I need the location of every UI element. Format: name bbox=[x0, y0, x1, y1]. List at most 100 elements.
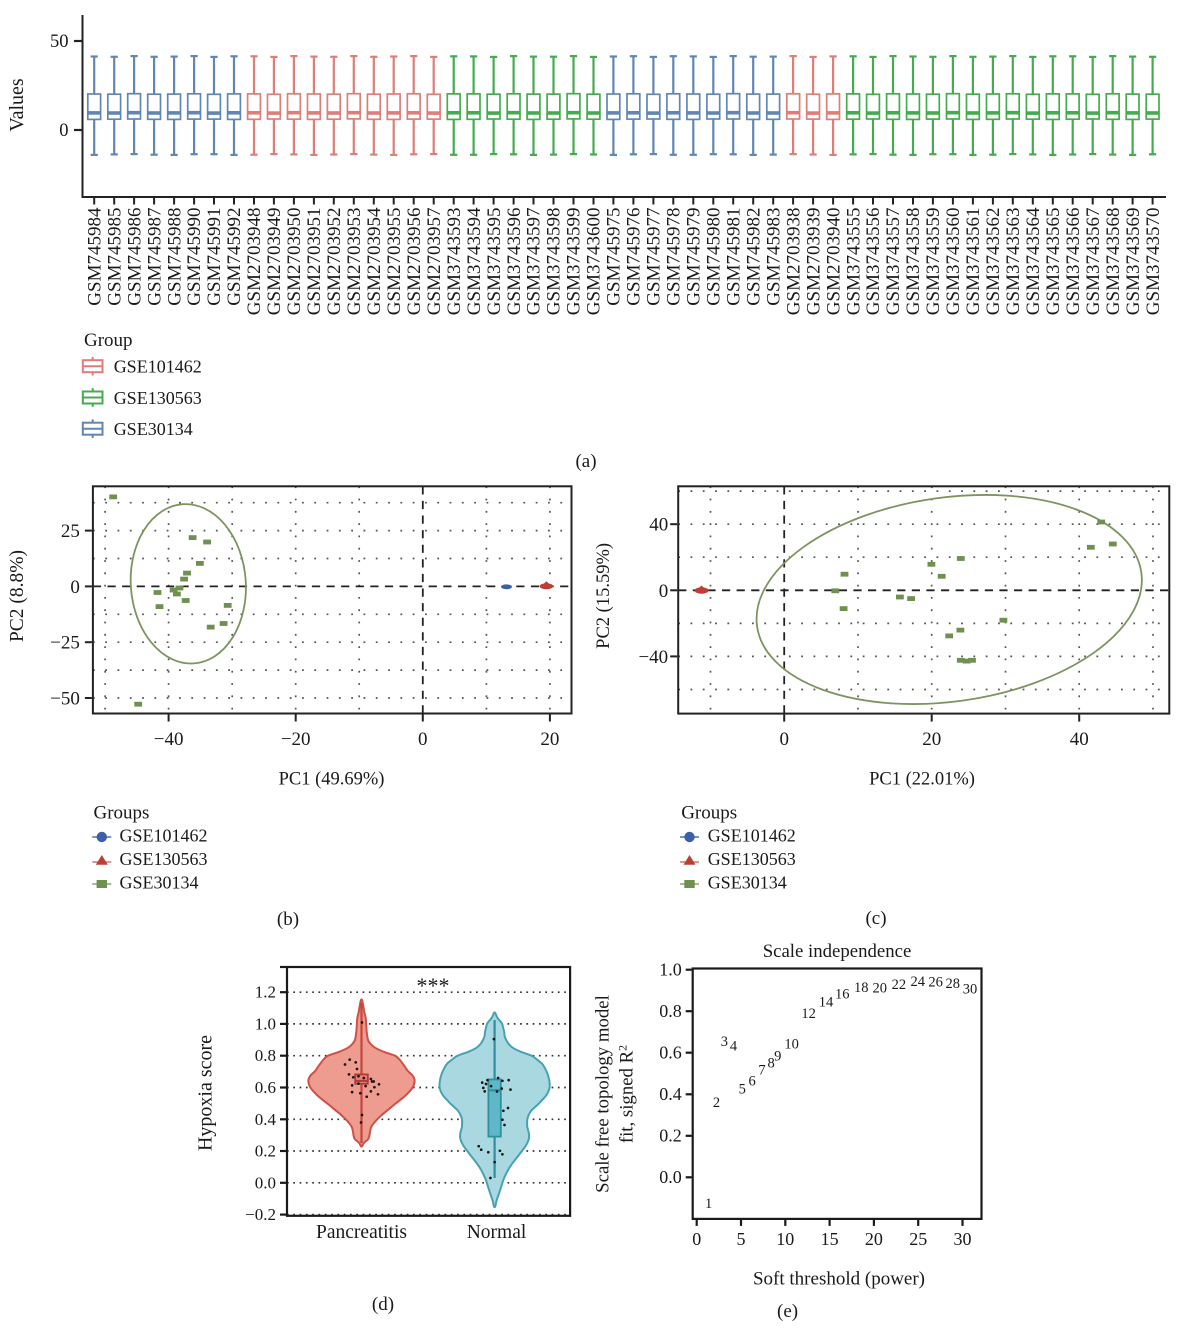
svg-text:PC1 (49.69%): PC1 (49.69%) bbox=[279, 770, 385, 790]
svg-text:GSM745980: GSM745980 bbox=[704, 208, 725, 306]
svg-text:0.2: 0.2 bbox=[659, 1126, 682, 1146]
svg-text:10: 10 bbox=[776, 1229, 794, 1249]
svg-text:26: 26 bbox=[928, 975, 943, 991]
svg-text:0.6: 0.6 bbox=[255, 1078, 276, 1097]
svg-text:30: 30 bbox=[963, 982, 978, 998]
svg-text:16: 16 bbox=[835, 986, 850, 1002]
svg-text:GSM3743570: GSM3743570 bbox=[1143, 208, 1164, 316]
svg-text:GSE130563: GSE130563 bbox=[120, 849, 208, 869]
svg-text:20: 20 bbox=[922, 729, 941, 750]
svg-text:0: 0 bbox=[692, 1229, 701, 1249]
svg-text:GSM3743555: GSM3743555 bbox=[843, 208, 864, 316]
svg-text:GSM3743569: GSM3743569 bbox=[1123, 208, 1144, 316]
svg-text:2: 2 bbox=[713, 1095, 720, 1111]
svg-text:0.8: 0.8 bbox=[659, 1001, 682, 1021]
svg-text:PC2 (15.59%): PC2 (15.59%) bbox=[594, 543, 614, 649]
svg-text:−40: −40 bbox=[638, 647, 668, 668]
svg-text:GSM3743598: GSM3743598 bbox=[544, 208, 565, 316]
svg-text:GSM2703951: GSM2703951 bbox=[304, 208, 325, 316]
svg-text:GSM3743559: GSM3743559 bbox=[923, 208, 944, 316]
svg-text:0.0: 0.0 bbox=[255, 1173, 276, 1192]
svg-text:0.4: 0.4 bbox=[255, 1110, 277, 1129]
svg-text:GSM2703939: GSM2703939 bbox=[803, 208, 824, 316]
svg-text:GSM3743556: GSM3743556 bbox=[863, 208, 884, 316]
svg-text:(a): (a) bbox=[575, 451, 596, 472]
svg-text:GSM745987: GSM745987 bbox=[144, 208, 165, 306]
svg-text:GSE101462: GSE101462 bbox=[708, 826, 796, 846]
svg-text:0.8: 0.8 bbox=[255, 1046, 276, 1065]
svg-text:Group: Group bbox=[84, 330, 133, 351]
svg-text:GSM745978: GSM745978 bbox=[664, 208, 685, 306]
svg-text:1.0: 1.0 bbox=[255, 1014, 276, 1033]
svg-text:GSM2703957: GSM2703957 bbox=[424, 208, 445, 316]
svg-text:14: 14 bbox=[819, 994, 834, 1010]
svg-text:GSM3743564: GSM3743564 bbox=[1023, 207, 1044, 315]
svg-text:1: 1 bbox=[705, 1196, 712, 1212]
svg-text:GSM3743560: GSM3743560 bbox=[943, 208, 964, 316]
svg-text:0.6: 0.6 bbox=[659, 1043, 682, 1063]
svg-text:GSM745975: GSM745975 bbox=[604, 208, 625, 306]
svg-text:10: 10 bbox=[784, 1037, 799, 1053]
svg-text:GSM745986: GSM745986 bbox=[124, 208, 145, 306]
svg-text:0: 0 bbox=[59, 121, 68, 141]
svg-text:28: 28 bbox=[946, 976, 961, 992]
svg-text:GSM745977: GSM745977 bbox=[644, 208, 665, 306]
svg-text:GSM3743566: GSM3743566 bbox=[1063, 208, 1084, 316]
svg-text:−50: −50 bbox=[50, 689, 80, 710]
svg-text:3: 3 bbox=[721, 1034, 728, 1050]
svg-text:0.0: 0.0 bbox=[659, 1167, 682, 1187]
svg-text:0: 0 bbox=[70, 577, 80, 598]
svg-text:24: 24 bbox=[911, 974, 926, 990]
svg-text:GSE30134: GSE30134 bbox=[114, 419, 193, 439]
svg-text:30: 30 bbox=[954, 1229, 972, 1249]
svg-text:Groups: Groups bbox=[681, 803, 737, 824]
svg-text:(b): (b) bbox=[277, 909, 299, 930]
svg-text:GSM2703950: GSM2703950 bbox=[284, 208, 305, 316]
svg-text:−20: −20 bbox=[281, 729, 311, 750]
svg-text:GSM3743561: GSM3743561 bbox=[963, 208, 984, 316]
svg-text:GSM2703949: GSM2703949 bbox=[264, 208, 285, 316]
svg-text:GSM3743595: GSM3743595 bbox=[484, 208, 505, 316]
svg-text:Hypoxia score: Hypoxia score bbox=[195, 1035, 217, 1151]
svg-text:9: 9 bbox=[774, 1048, 781, 1064]
svg-text:40: 40 bbox=[649, 515, 668, 536]
svg-text:GSM2703948: GSM2703948 bbox=[244, 208, 265, 316]
svg-text:6: 6 bbox=[748, 1073, 755, 1089]
svg-text:22: 22 bbox=[892, 977, 907, 993]
svg-text:GSM745984: GSM745984 bbox=[84, 207, 105, 306]
svg-text:GSM745979: GSM745979 bbox=[684, 208, 705, 306]
svg-text:0.4: 0.4 bbox=[659, 1084, 682, 1104]
svg-text:GSM745976: GSM745976 bbox=[624, 208, 645, 306]
svg-text:GSM2703956: GSM2703956 bbox=[404, 208, 425, 316]
svg-text:Pancreatitis: Pancreatitis bbox=[316, 1222, 407, 1243]
svg-text:GSM2703953: GSM2703953 bbox=[344, 208, 365, 316]
svg-text:50: 50 bbox=[50, 32, 69, 52]
svg-text:0: 0 bbox=[418, 729, 428, 750]
svg-text:7: 7 bbox=[758, 1063, 765, 1079]
svg-text:GSM745991: GSM745991 bbox=[204, 208, 225, 306]
svg-text:GSE30134: GSE30134 bbox=[120, 873, 199, 893]
svg-text:GSE101462: GSE101462 bbox=[114, 357, 202, 377]
svg-text:GSM3743565: GSM3743565 bbox=[1043, 208, 1064, 316]
svg-text:GSM3743558: GSM3743558 bbox=[903, 208, 924, 316]
svg-text:PC2 (8.8%): PC2 (8.8%) bbox=[7, 550, 28, 642]
svg-text:Soft threshold (power): Soft threshold (power) bbox=[753, 1269, 925, 1290]
svg-text:GSM3743597: GSM3743597 bbox=[524, 208, 545, 316]
svg-text:GSM745983: GSM745983 bbox=[763, 208, 784, 306]
svg-text:GSM3743594: GSM3743594 bbox=[464, 207, 485, 315]
svg-text:***: *** bbox=[417, 973, 450, 998]
svg-text:GSM2703952: GSM2703952 bbox=[324, 208, 345, 316]
svg-text:GSM745992: GSM745992 bbox=[224, 208, 245, 306]
svg-text:1.0: 1.0 bbox=[659, 960, 682, 980]
svg-text:GSM2703955: GSM2703955 bbox=[384, 208, 405, 316]
svg-text:GSM3743562: GSM3743562 bbox=[983, 208, 1004, 316]
svg-text:15: 15 bbox=[821, 1229, 839, 1249]
svg-text:(d): (d) bbox=[372, 1294, 394, 1315]
svg-text:−40: −40 bbox=[154, 729, 184, 750]
svg-text:GSM745990: GSM745990 bbox=[184, 208, 205, 306]
svg-text:GSE130563: GSE130563 bbox=[114, 388, 202, 408]
svg-text:PC1 (22.01%): PC1 (22.01%) bbox=[869, 770, 975, 790]
svg-text:(c): (c) bbox=[865, 908, 886, 929]
svg-text:25: 25 bbox=[61, 521, 80, 542]
svg-text:GSE130563: GSE130563 bbox=[708, 849, 796, 869]
